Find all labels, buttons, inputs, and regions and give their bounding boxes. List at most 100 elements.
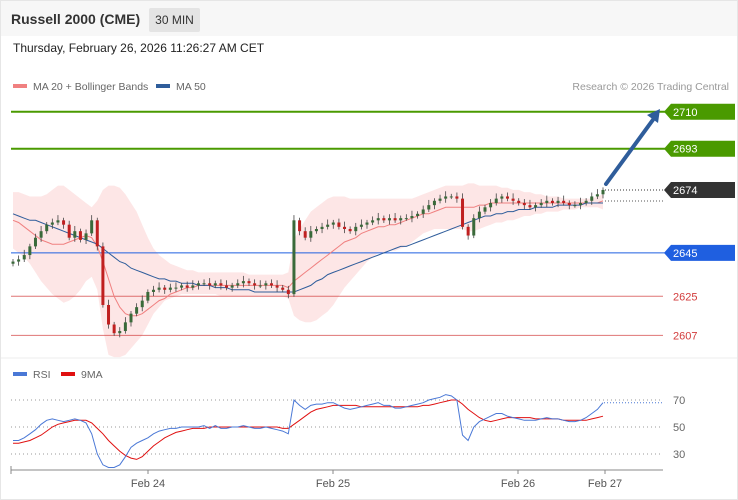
candle-body	[416, 213, 420, 216]
candle	[286, 285, 290, 299]
candle	[348, 226, 352, 234]
candle	[62, 217, 66, 229]
candle	[33, 233, 37, 249]
level-label-2693: 2693	[673, 144, 697, 156]
rsi-tick-70: 70	[673, 395, 685, 407]
candle-body	[404, 218, 408, 220]
candle-body	[410, 215, 414, 219]
candle-body	[472, 218, 476, 236]
candle	[174, 282, 178, 292]
candle-body	[230, 285, 234, 288]
candle	[258, 280, 262, 289]
candle	[466, 224, 470, 240]
ma20-line	[12, 200, 604, 317]
forecast-arrow-head	[647, 109, 660, 123]
candle	[11, 258, 15, 267]
candle	[185, 281, 189, 292]
header-bar: Russell 2000 (CME) 30 MIN	[1, 1, 737, 36]
timestamp: Thursday, February 26, 2026 11:26:27 AM …	[13, 41, 265, 55]
candle-body	[17, 259, 21, 262]
candle	[298, 217, 302, 236]
candle-body	[78, 231, 82, 240]
candle-body	[202, 283, 206, 285]
candle-body	[500, 196, 504, 199]
candle-body	[112, 324, 116, 334]
candle-body	[432, 200, 436, 206]
candle-body	[50, 222, 54, 225]
candle	[511, 193, 515, 205]
candle-body	[95, 220, 99, 247]
candle-body	[354, 226, 358, 232]
candle	[410, 210, 414, 223]
target-tag-2710	[664, 103, 735, 120]
candle	[601, 187, 605, 199]
candle	[567, 200, 571, 210]
candle-body	[11, 261, 15, 264]
candle-body	[348, 229, 352, 232]
candle-body	[359, 224, 363, 227]
candle	[432, 198, 436, 210]
timeframe-button[interactable]: 30 MIN	[149, 8, 200, 32]
candle-body	[461, 198, 465, 227]
level-label-2625: 2625	[673, 291, 697, 303]
candle	[528, 199, 532, 210]
candle-body	[73, 231, 77, 238]
candle-body	[337, 222, 341, 227]
candle	[213, 280, 217, 289]
candle	[376, 212, 380, 225]
candle-body	[427, 205, 431, 210]
candle	[579, 197, 583, 210]
candle-body	[309, 231, 313, 238]
candle-body	[567, 202, 571, 206]
legend-label-1: MA 50	[176, 81, 206, 93]
candle-body	[320, 226, 324, 230]
copyright-text: Research © 2026 Trading Central	[572, 81, 729, 93]
candle	[455, 192, 459, 203]
candle	[427, 199, 431, 213]
candle-body	[550, 200, 554, 203]
candle	[489, 199, 493, 212]
candle	[500, 193, 504, 203]
candle	[550, 198, 554, 206]
candle-body	[101, 246, 105, 305]
candle	[17, 255, 21, 266]
candle	[191, 280, 195, 291]
time-axis: Feb 24 Feb 25 Feb 26 Feb 27	[10, 466, 663, 490]
candle	[449, 193, 453, 200]
candle	[438, 194, 442, 204]
candle	[180, 282, 184, 291]
level-label-2674: 2674	[673, 185, 697, 197]
candle-body	[601, 189, 605, 195]
candle	[326, 219, 330, 230]
candle	[320, 222, 324, 234]
candle	[309, 225, 313, 242]
candle	[78, 228, 82, 243]
candle	[534, 202, 538, 212]
candle	[22, 249, 26, 263]
candle-body	[281, 287, 285, 290]
candle	[135, 303, 139, 317]
rsi-legend-label-0: RSI	[33, 369, 51, 381]
candle-body	[387, 218, 391, 221]
candle	[444, 191, 448, 203]
candle-body	[343, 226, 347, 230]
candle	[56, 215, 60, 226]
candle-body	[303, 231, 307, 238]
candle-body	[489, 202, 493, 208]
candle-body	[595, 194, 599, 197]
candle-body	[421, 209, 425, 214]
candle-body	[539, 202, 543, 206]
candle-body	[157, 287, 161, 290]
rsi-ma-line	[13, 399, 604, 460]
rsi-legend-swatch-0	[13, 372, 27, 376]
candle	[371, 216, 375, 226]
candle	[539, 199, 543, 208]
candle	[140, 295, 144, 312]
candle-body	[286, 289, 290, 295]
candle-body	[579, 202, 583, 206]
candle-body	[314, 229, 318, 232]
candle	[562, 195, 566, 206]
candle	[50, 218, 54, 229]
candle	[73, 225, 77, 242]
candle	[67, 220, 71, 241]
